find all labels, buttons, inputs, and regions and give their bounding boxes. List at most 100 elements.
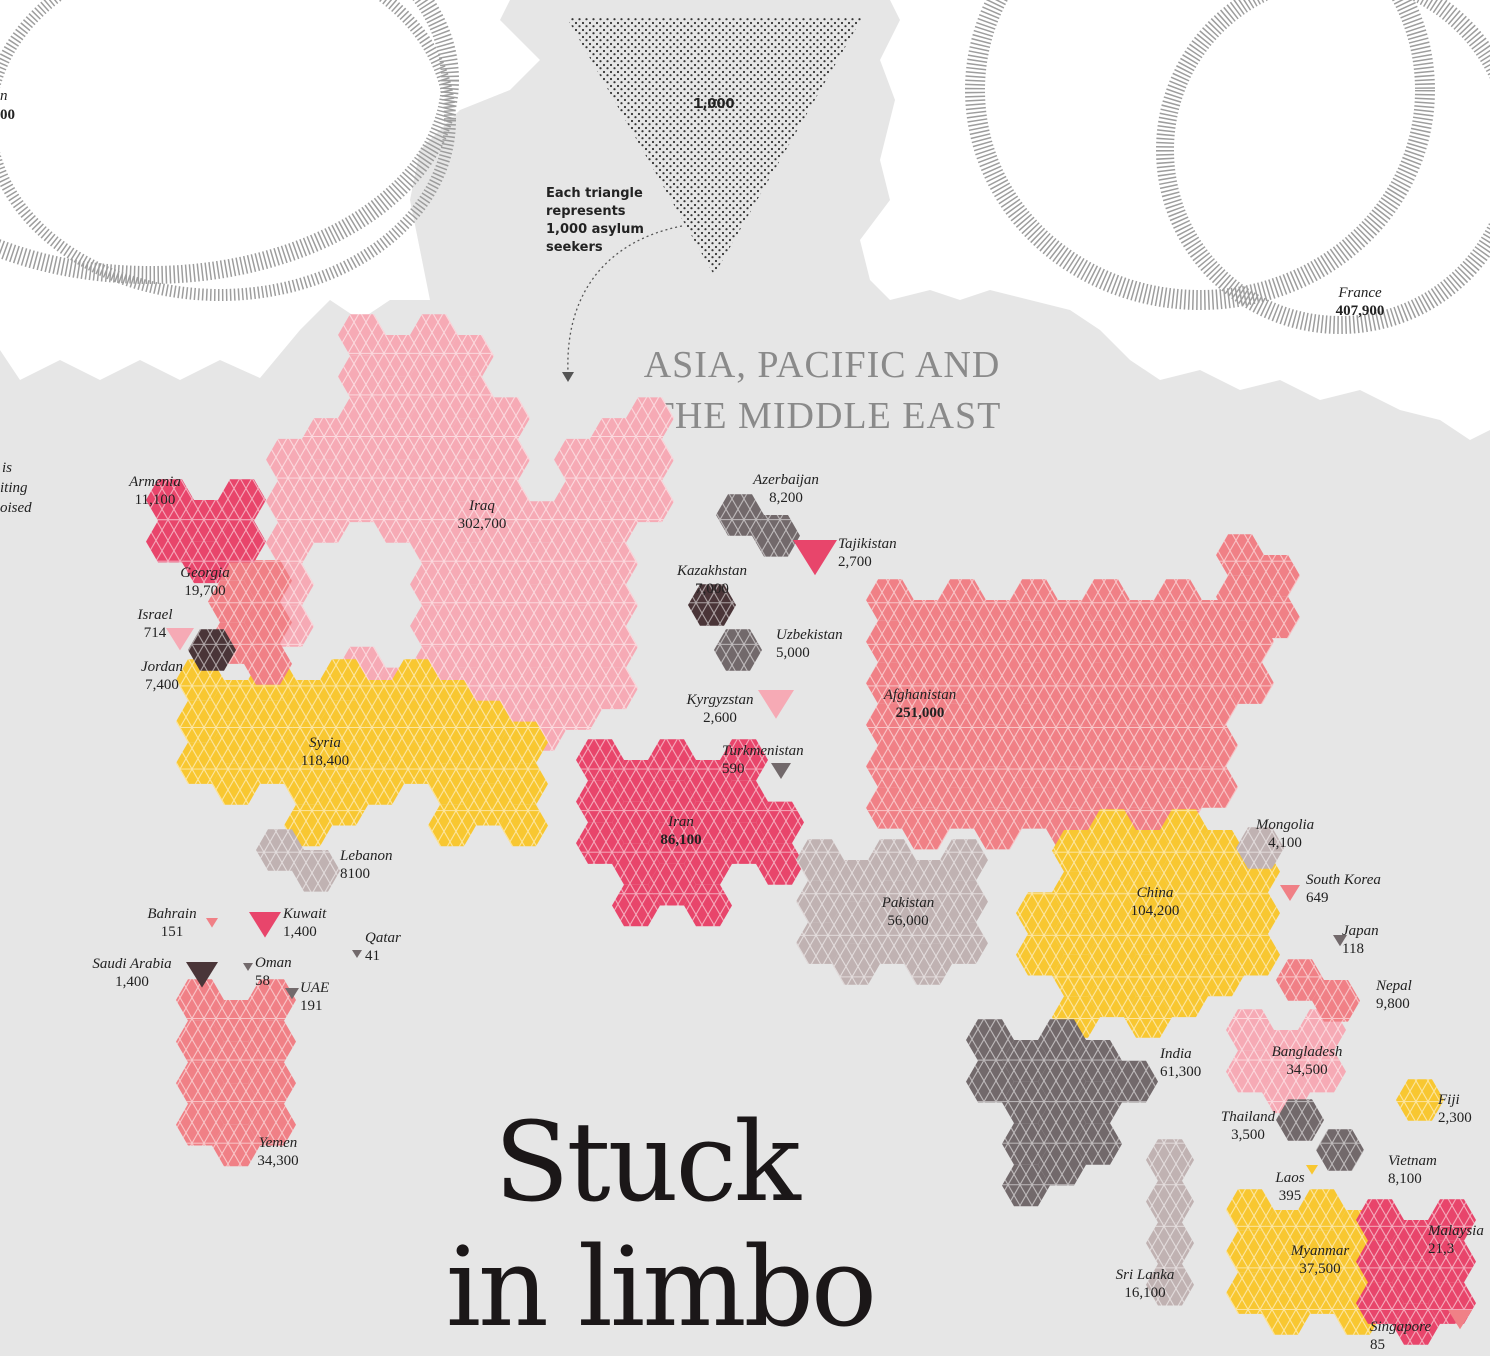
hex-cell-grid	[938, 579, 986, 621]
hex-cell-grid	[1124, 913, 1172, 955]
bubble-rings-left	[0, 0, 459, 301]
edge-fragment-4: iting	[0, 480, 28, 496]
hex-cell-grid	[374, 376, 422, 419]
country-name-kyrgyzstan: Kyrgyzstan	[686, 692, 754, 708]
country-marker-kyrgyzstan	[758, 690, 794, 719]
hex-cell-grid	[938, 620, 986, 663]
hex-cell-grid	[866, 745, 914, 788]
hex-cell-grid	[940, 839, 988, 881]
country-marker-south-korea	[1280, 885, 1300, 901]
hex-cell-grid	[1160, 809, 1208, 851]
country-name-nepal: Nepal	[1375, 978, 1412, 994]
hex-cell-grid	[1356, 1240, 1404, 1283]
hex-cell-grid	[576, 739, 624, 781]
hex-cell-grid	[1082, 620, 1130, 663]
hex-cell-grid	[1392, 1220, 1440, 1262]
hex-cell-grid	[648, 739, 696, 781]
hex-cell-grid	[500, 721, 548, 764]
country-name-mongolia: Mongolia	[1255, 817, 1314, 833]
hex-cell-grid	[248, 979, 296, 1021]
country-value-iran: 86,100	[660, 832, 701, 848]
country-name-afghanistan: Afghanistan	[883, 687, 957, 703]
hex-cell-grid	[1016, 892, 1064, 934]
country-name-jordan: Jordan	[141, 659, 183, 675]
country-name-japan: Japan	[1342, 923, 1379, 939]
hex-cell-grid	[410, 563, 458, 606]
country-shape-india	[966, 1019, 1158, 1207]
hex-cell-grid	[338, 480, 386, 523]
hex-cell-grid	[1118, 766, 1166, 808]
country-value-uae: 191	[300, 998, 323, 1014]
hex-cell-grid	[244, 643, 292, 685]
hex-cell-grid	[974, 807, 1022, 850]
hex-cell-grid	[626, 480, 674, 523]
hex-cell-grid	[1276, 959, 1324, 1001]
hex-cell-grid	[1298, 1272, 1346, 1314]
country-value-france: 407,900	[1336, 303, 1385, 319]
hex-cell-grid	[410, 355, 458, 398]
hex-cell-grid	[974, 766, 1022, 808]
hex-cell-grid	[212, 1041, 260, 1084]
hex-cell-grid	[1046, 641, 1094, 684]
hex-cell-grid	[1276, 1099, 1324, 1141]
hex-cell-grid	[1010, 703, 1058, 746]
hex-cell-grid	[576, 822, 624, 864]
country-value-lebanon: 8100	[340, 866, 370, 882]
country-shape-nepal	[1276, 959, 1360, 1022]
hex-cell-grid	[904, 860, 952, 902]
hex-cell-grid	[974, 600, 1022, 642]
hex-cell-grid	[1118, 683, 1166, 725]
country-marker-qatar	[352, 950, 362, 958]
hex-cell-grid	[218, 479, 266, 521]
hex-cell-grid	[356, 721, 404, 764]
hex-cell-grid	[966, 1019, 1014, 1061]
hex-cell-grid	[248, 1103, 296, 1146]
hex-cell-grid	[554, 438, 602, 481]
hex-cell-grid	[410, 522, 458, 564]
hex-cell-grid	[966, 1060, 1014, 1103]
hex-cell-grid	[1016, 933, 1064, 976]
hex-cell-grid	[590, 459, 638, 502]
hex-cell-grid	[1074, 1081, 1122, 1124]
country-value-thailand: 3,500	[1231, 1127, 1265, 1143]
hex-cell-grid	[446, 459, 494, 502]
hex-cell-grid	[320, 742, 368, 784]
hex-cell-grid	[1190, 641, 1238, 684]
hex-cell-grid	[248, 1062, 296, 1104]
country-value-fiji: 2,300	[1438, 1110, 1472, 1126]
hex-cell-grid	[832, 901, 880, 944]
country-value-malaysia: 21,3	[1428, 1241, 1454, 1257]
hex-cell-grid	[756, 843, 804, 885]
hex-cell-grid	[720, 739, 768, 781]
hex-cell-grid	[648, 822, 696, 864]
hex-cell-grid	[590, 626, 638, 668]
hex-cell-grid	[518, 584, 566, 626]
country-name-laos: Laos	[1274, 1170, 1304, 1186]
hex-cell-grid	[1154, 620, 1202, 663]
hex-cell-grid	[832, 943, 880, 985]
country-shape-malaysia	[1356, 1199, 1476, 1345]
country-name-singapore: Singapore	[1370, 1319, 1431, 1335]
hex-cell-grid	[1216, 534, 1264, 576]
hex-cell-grid	[974, 641, 1022, 684]
hex-cell-grid	[612, 760, 660, 802]
hex-cell-grid	[1226, 1050, 1274, 1093]
hex-cell-grid	[374, 501, 422, 543]
hex-cell-grid	[176, 700, 224, 743]
hex-cell-grid	[1046, 683, 1094, 725]
hex-cell-grid	[410, 397, 458, 439]
country-marker-uae	[285, 988, 299, 1000]
hex-cell-grid	[292, 850, 340, 892]
hex-cell-grid	[1118, 600, 1166, 642]
hex-cell-grid	[554, 522, 602, 564]
hex-cell-grid	[796, 880, 844, 923]
country-name-fiji: Fiji	[1437, 1092, 1460, 1108]
country-value-iraq: 302,700	[458, 516, 507, 532]
hex-cell-grid	[500, 804, 548, 847]
country-marker-kuwait	[249, 912, 281, 938]
hex-cell-grid	[428, 680, 476, 722]
hex-cell-grid	[902, 766, 950, 808]
hex-cell-grid	[212, 763, 260, 805]
country-name-france: France	[1337, 285, 1382, 301]
